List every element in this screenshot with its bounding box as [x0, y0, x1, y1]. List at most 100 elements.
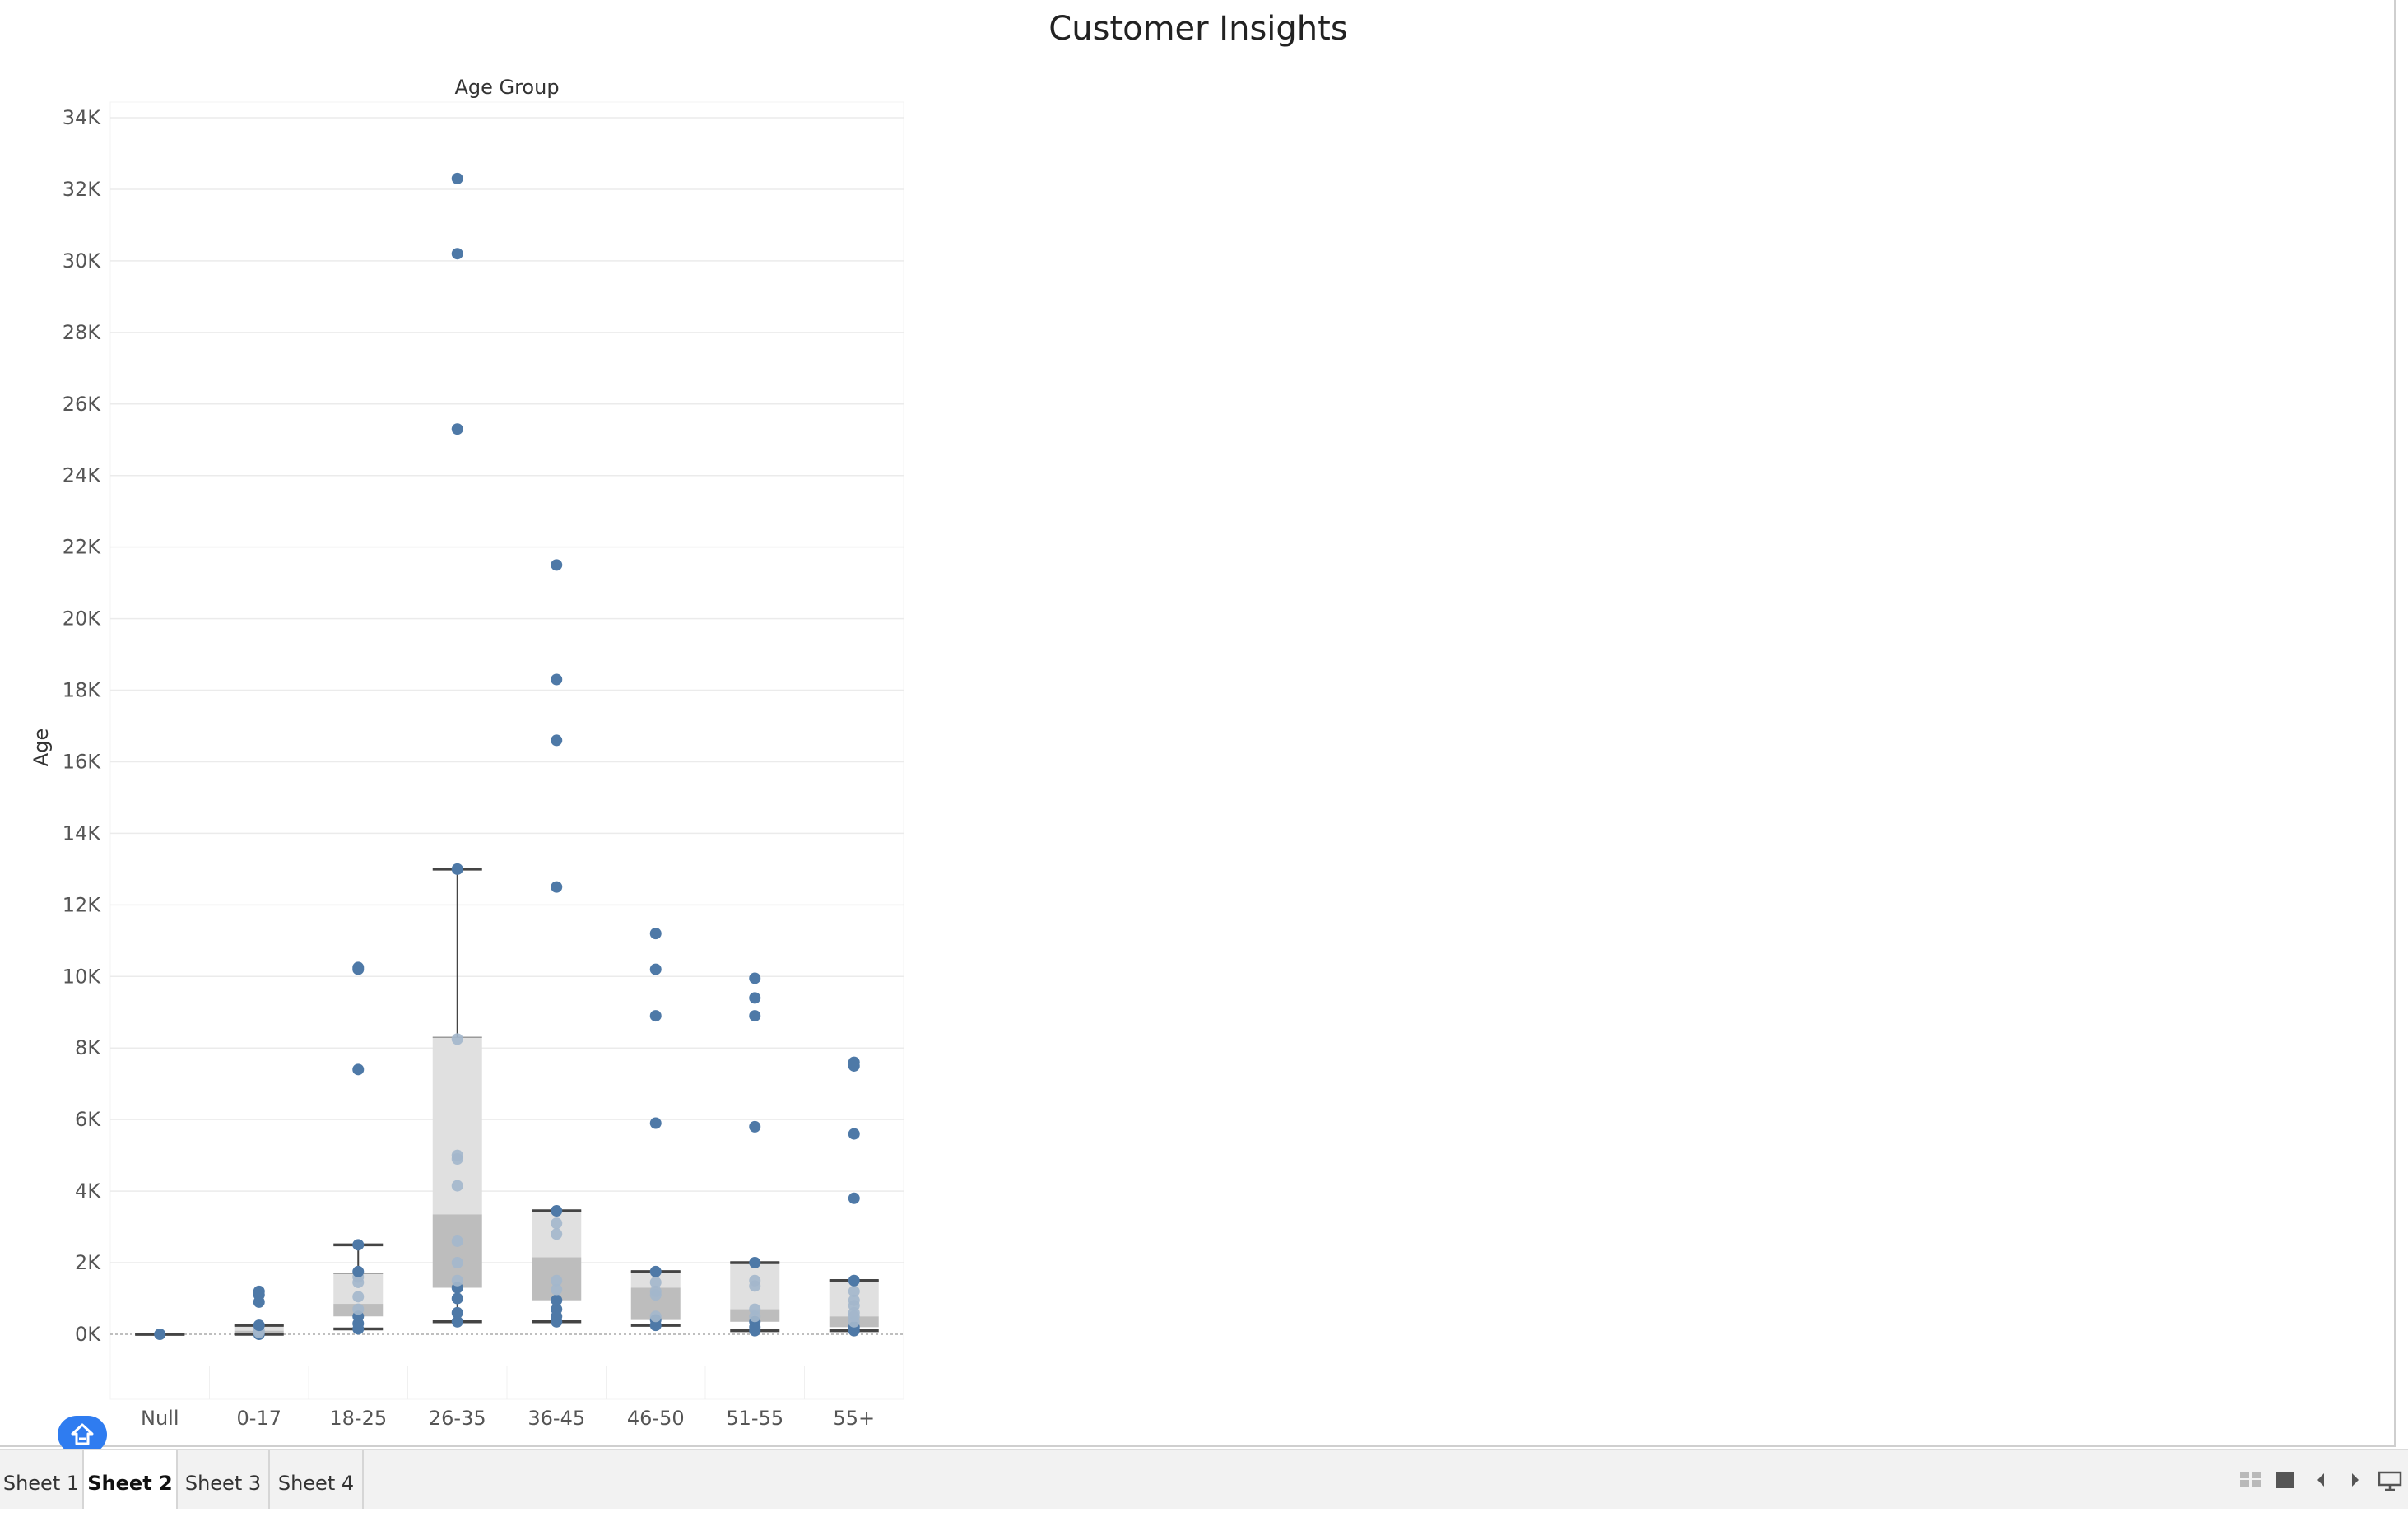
y-tick-label: 10K [63, 965, 102, 988]
x-tick-label: 46-50 [627, 1407, 685, 1430]
y-tick-label: 0K [75, 1323, 101, 1346]
data-point [848, 1056, 860, 1068]
x-tick-label: 51-55 [726, 1407, 783, 1430]
data-point [551, 1283, 563, 1296]
next-arrow-icon[interactable] [2347, 1470, 2364, 1490]
data-point [749, 1120, 761, 1133]
y-tick-label: 2K [75, 1251, 101, 1274]
plot-area [109, 101, 904, 1400]
data-point [749, 992, 761, 1004]
data-point [551, 673, 563, 686]
data-point [749, 972, 761, 984]
data-point [451, 1033, 463, 1045]
data-point [749, 1010, 761, 1022]
data-point [551, 1274, 563, 1287]
data-point [451, 1149, 463, 1161]
data-point [253, 1285, 265, 1297]
y-tick-label: 20K [63, 607, 102, 631]
data-point [551, 1294, 563, 1306]
data-point [848, 1294, 860, 1306]
data-point [451, 1235, 463, 1247]
data-point [848, 1285, 860, 1297]
data-point [649, 1285, 662, 1297]
dashboard: Customer Insights Age Group Age 0K 2K 4K 6K… [0, 0, 2396, 1447]
y-tick-label: 30K [63, 249, 102, 272]
data-point [749, 1274, 761, 1287]
data-point [649, 1265, 662, 1277]
tab-sheet-1[interactable]: Sheet 1 [0, 1450, 84, 1509]
data-point [551, 559, 563, 571]
data-point [649, 963, 662, 975]
x-tick-label: 55+ [833, 1407, 875, 1430]
y-axis-title: Age [30, 728, 53, 766]
tab-sheet-2[interactable]: Sheet 2 [84, 1450, 178, 1509]
chart-header-age-group: Age Group [454, 76, 559, 99]
data-point [451, 423, 463, 435]
single-view-icon[interactable] [2275, 1470, 2296, 1490]
y-tick-label: 8K [75, 1036, 101, 1059]
data-point [749, 1257, 761, 1269]
data-point [451, 1257, 463, 1269]
presentation-mode-icon[interactable] [2377, 1470, 2403, 1491]
y-tick-label: 34K [63, 106, 102, 129]
y-tick-label: 4K [75, 1180, 101, 1203]
dashboard-title: Customer Insights [1048, 10, 1348, 48]
gridlines [109, 101, 904, 1400]
x-tick-label: 36-45 [528, 1407, 585, 1430]
x-tick-label: Null [141, 1407, 179, 1430]
data-points [154, 172, 860, 1340]
data-point [352, 1239, 365, 1251]
data-point [451, 1180, 463, 1192]
box-plot-chart[interactable]: Age Group Age 0K 2K 4K 6K 8K 10K 12K 14K 16K 18K 2… [0, 0, 938, 1432]
x-tick-label: 0-17 [237, 1407, 281, 1430]
y-tick-label: 22K [63, 536, 102, 559]
y-tick-label: 12K [63, 893, 102, 916]
data-point [649, 1117, 662, 1129]
data-point [551, 1205, 563, 1217]
y-tick-label: 28K [63, 321, 102, 344]
data-point [451, 1315, 463, 1328]
data-point [352, 1265, 365, 1277]
data-point [649, 928, 662, 940]
y-tick-label: 32K [63, 178, 102, 201]
data-point [352, 961, 365, 974]
data-point [451, 1292, 463, 1305]
data-point [253, 1319, 265, 1332]
data-point [451, 1306, 463, 1319]
y-tick-label: 6K [75, 1108, 101, 1131]
data-point [649, 1010, 662, 1022]
data-point [649, 1276, 662, 1288]
data-point [649, 1310, 662, 1323]
grid-view-icon[interactable] [2238, 1470, 2263, 1488]
data-point [551, 1228, 563, 1240]
y-tick-label: 24K [63, 464, 102, 487]
data-point [352, 1291, 365, 1303]
axes: Age Group Age 0K 2K 4K 6K 8K 10K 12K 14K 16K 18K 2… [30, 76, 875, 1430]
tab-sheet-4[interactable]: Sheet 4 [270, 1450, 364, 1509]
data-point [154, 1329, 166, 1340]
data-point [451, 863, 463, 875]
x-tick-label: 26-35 [429, 1407, 486, 1430]
data-point [551, 1217, 563, 1230]
data-point [551, 734, 563, 747]
x-tick-label: 18-25 [329, 1407, 387, 1430]
y-tick-label: 14K [63, 821, 102, 845]
data-point [848, 1128, 860, 1140]
data-point [551, 1303, 563, 1315]
home-button[interactable] [58, 1416, 107, 1454]
y-tick-label: 18K [63, 679, 102, 702]
data-point [551, 881, 563, 893]
data-point [848, 1274, 860, 1287]
tab-sheet-3[interactable]: Sheet 3 [178, 1450, 270, 1509]
sheet-tab-bar: Sheet 1 Sheet 2 Sheet 3 Sheet 4 [0, 1449, 2408, 1509]
data-point [451, 248, 463, 260]
data-point [848, 1192, 860, 1204]
data-point [451, 1274, 463, 1287]
data-point [451, 172, 463, 184]
previous-arrow-icon[interactable] [2313, 1470, 2329, 1490]
data-point [352, 1063, 365, 1076]
home-icon [71, 1423, 94, 1445]
data-point [352, 1303, 365, 1315]
y-tick-label: 26K [63, 393, 102, 416]
data-point [749, 1303, 761, 1315]
